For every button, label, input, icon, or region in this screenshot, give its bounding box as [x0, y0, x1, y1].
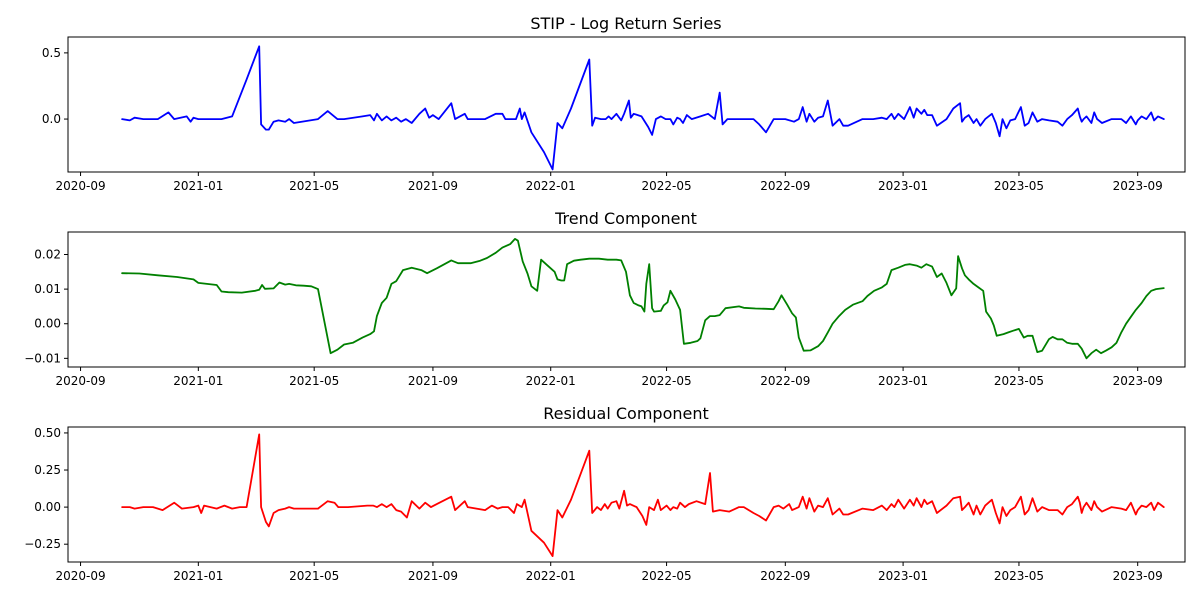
axes-frame: [67, 36, 1186, 173]
x-tick-label: 2023-01: [878, 179, 928, 193]
x-tick-label: 2022-09: [760, 374, 810, 388]
series-line-residual: [121, 433, 1165, 557]
chart-title: Residual Component: [543, 404, 709, 423]
axes-frame: [67, 231, 1186, 368]
axes-frame: [67, 426, 1186, 563]
x-tick-label: 2022-01: [526, 179, 576, 193]
x-tick-label: 2023-09: [1113, 179, 1163, 193]
panel-trend: Trend Component 2020-09 2021-01 2021-05 202…: [24, 209, 1186, 389]
x-tick-label: 2021-05: [289, 374, 339, 388]
axis-ticks: 2020-09 2021-01 2021-05 2021-09 2022-01 2022-…: [24, 426, 1163, 583]
x-tick-label: 2022-05: [641, 569, 691, 583]
x-tick-label: 2021-09: [408, 179, 458, 193]
x-tick-label: 2022-05: [641, 374, 691, 388]
x-tick-label: 2020-09: [55, 179, 105, 193]
x-tick-label: 2021-01: [173, 179, 223, 193]
y-tick-label: 0.02: [34, 248, 61, 262]
x-tick-label: 2021-05: [289, 179, 339, 193]
x-tick-label: 2022-09: [760, 569, 810, 583]
chart-title: STIP - Log Return Series: [530, 14, 721, 33]
x-tick-label: 2021-05: [289, 569, 339, 583]
y-tick-label: 0.50: [34, 426, 61, 440]
panel-log-return: STIP - Log Return Series 2020-09 2021-01 2…: [42, 14, 1186, 193]
x-tick-label: 2021-01: [173, 374, 223, 388]
x-tick-label: 2023-05: [994, 374, 1044, 388]
x-tick-label: 2023-09: [1113, 569, 1163, 583]
x-tick-label: 2022-05: [641, 179, 691, 193]
axis-ticks: 2020-09 2021-01 2021-05 2021-09 2022-01 2022-…: [24, 248, 1163, 389]
chart-title: Trend Component: [554, 209, 697, 228]
y-tick-label: 0.01: [34, 282, 61, 296]
series-line-trend: [121, 237, 1165, 360]
y-tick-label: 0.5: [42, 46, 61, 60]
x-tick-label: 2021-09: [408, 569, 458, 583]
x-tick-label: 2022-01: [526, 569, 576, 583]
panel-residual: Residual Component 2020-09 2021-01 2021-05…: [24, 404, 1186, 583]
x-tick-label: 2022-01: [526, 374, 576, 388]
y-tick-label: 0.00: [34, 500, 61, 514]
x-tick-label: 2023-01: [878, 374, 928, 388]
y-tick-label: −0.25: [24, 537, 61, 551]
x-tick-label: 2023-05: [994, 179, 1044, 193]
y-tick-label: 0.0: [42, 112, 61, 126]
x-tick-label: 2020-09: [55, 569, 105, 583]
x-tick-label: 2020-09: [55, 374, 105, 388]
x-tick-label: 2023-05: [994, 569, 1044, 583]
axis-ticks: 2020-09 2021-01 2021-05 2021-09 2022-01 2022-…: [42, 46, 1163, 193]
series-line-log-return: [121, 45, 1165, 171]
y-tick-label: 0.00: [34, 317, 61, 331]
y-tick-label: 0.25: [34, 463, 61, 477]
x-tick-label: 2022-09: [760, 179, 810, 193]
x-tick-label: 2023-09: [1113, 374, 1163, 388]
y-tick-label: −0.01: [24, 351, 61, 365]
x-tick-label: 2023-01: [878, 569, 928, 583]
x-tick-label: 2021-09: [408, 374, 458, 388]
x-tick-label: 2021-01: [173, 569, 223, 583]
